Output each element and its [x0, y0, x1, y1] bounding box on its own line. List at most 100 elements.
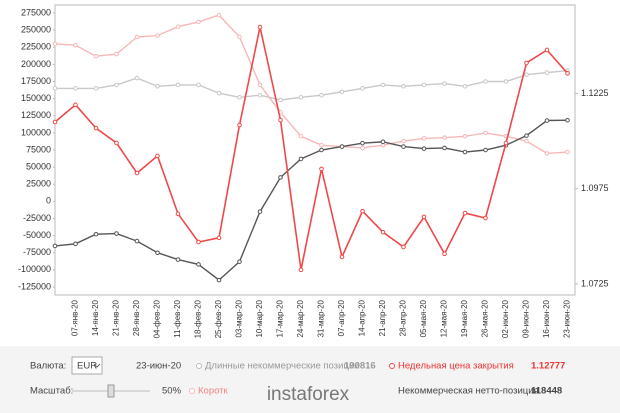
x-tick-label: 07-янв-20	[71, 299, 80, 336]
y-tick-label: -125000	[18, 281, 51, 291]
data-point	[524, 133, 529, 138]
data-point	[401, 138, 406, 144]
y-tick-label: 25000	[26, 179, 51, 189]
data-point	[52, 119, 58, 125]
x-tick-label: 24-мар-20	[296, 299, 305, 337]
x-tick-label: 17-мар-20	[276, 299, 285, 337]
y-tick-label: -50000	[23, 230, 51, 240]
data-point	[319, 166, 324, 172]
data-point	[278, 175, 283, 180]
series-line	[54, 14, 568, 155]
data-point	[93, 53, 99, 59]
data-point	[421, 214, 427, 220]
data-point	[52, 243, 58, 249]
x-tick-label: 14-янв-20	[91, 299, 100, 336]
data-point	[155, 84, 160, 89]
data-point	[544, 118, 550, 123]
data-point	[155, 153, 160, 159]
logo-box	[228, 374, 388, 413]
data-point	[237, 34, 242, 40]
data-point	[503, 79, 509, 84]
data-point	[216, 235, 222, 241]
y-tick-label: 225000	[21, 42, 51, 52]
x-tick-label: 11-фев-20	[173, 299, 182, 337]
data-point	[483, 130, 488, 136]
data-point	[360, 145, 365, 151]
data-point	[483, 215, 488, 221]
data-point	[114, 140, 119, 146]
x-tick-label: 10-мар-20	[255, 299, 264, 337]
x-tick-label: 28-апр-20	[399, 299, 408, 336]
data-point	[483, 147, 488, 153]
data-point	[544, 151, 550, 156]
series-line	[54, 119, 568, 282]
legend-value: 190816	[344, 361, 376, 372]
data-point	[196, 262, 201, 267]
data-point	[175, 24, 181, 30]
data-point	[442, 145, 447, 151]
data-point	[134, 75, 140, 81]
data-point	[134, 170, 140, 176]
x-tick-label: 07-апр-20	[337, 299, 346, 336]
y-tick-label: -100000	[18, 264, 51, 274]
x-tick-label: 19-мая-20	[460, 299, 469, 337]
data-point	[278, 97, 283, 103]
x-tick-label: 02-июн-20	[501, 299, 510, 338]
data-point	[278, 117, 283, 123]
y-tick-label: 50000	[26, 161, 51, 171]
plot: -125000 -100000 -75000 -50000 -25000 0 25000 50…	[18, 7, 609, 338]
currency-label: Валюта:	[30, 361, 66, 372]
data-point	[401, 84, 406, 89]
data-point	[298, 267, 304, 273]
data-point	[196, 239, 201, 245]
data-point	[503, 140, 509, 146]
x-tick-label: 21-апр-20	[378, 299, 387, 336]
legend-marker	[389, 363, 395, 369]
legend-label: Некоммерческая нетто-позиция	[398, 386, 539, 397]
data-point	[298, 156, 304, 162]
y-tick-label: -75000	[23, 247, 51, 257]
legend-label: Длинные некоммерческие позиции	[205, 361, 359, 372]
y-tick-label: 175000	[21, 76, 51, 86]
data-point	[257, 82, 263, 88]
slider-handle[interactable]	[107, 384, 115, 398]
data-point	[93, 86, 99, 91]
data-point	[175, 257, 181, 262]
data-point	[298, 134, 304, 139]
data-point	[339, 254, 345, 260]
y-tick-label: 0	[46, 196, 51, 206]
data-point	[134, 34, 140, 40]
data-point	[134, 238, 140, 244]
x-tick-label: 16-июн-20	[542, 299, 551, 338]
data-point	[442, 251, 447, 257]
data-point	[421, 136, 427, 141]
data-point	[93, 125, 99, 131]
x-tick-label: 04-фев-20	[153, 299, 162, 338]
legend-label: Недельная цена закрытия	[398, 361, 514, 372]
data-point	[155, 33, 160, 38]
data-point	[73, 241, 78, 247]
data-point	[237, 259, 242, 264]
data-point	[380, 139, 386, 145]
data-point	[442, 81, 447, 86]
data-point	[237, 94, 242, 100]
x-tick-label: 05-мая-20	[419, 299, 428, 337]
currency-select[interactable]	[71, 356, 103, 375]
data-point	[93, 231, 99, 237]
legend-marker	[189, 388, 195, 394]
data-point	[442, 135, 447, 140]
data-point	[196, 19, 201, 25]
data-point	[52, 41, 58, 47]
data-point	[462, 84, 468, 89]
x-tick-label: 12-мая-20	[440, 299, 449, 337]
y-tick-label: 275000	[21, 7, 51, 17]
scale-value: 50%	[162, 386, 182, 397]
data-point	[462, 210, 468, 216]
data-point	[565, 149, 570, 155]
data-point	[257, 24, 263, 30]
y-tick-label: -25000	[23, 213, 51, 223]
currency-value: EUR	[77, 361, 97, 372]
data-point	[257, 92, 263, 98]
